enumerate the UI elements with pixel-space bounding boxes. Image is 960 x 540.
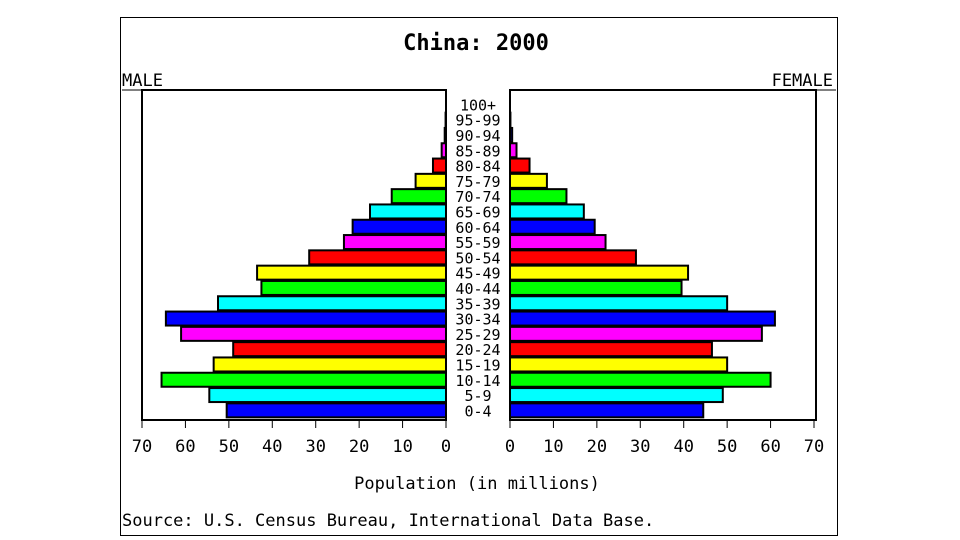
male-bar-5-9 [208,387,447,404]
male-tick-label: 0 [441,437,451,457]
male-bar-90-94 [443,126,448,143]
male-bar-35-39 [217,295,447,312]
female-tick-label: 60 [760,437,780,457]
male-tick-label: 10 [392,437,412,457]
male-bar-10-14 [160,371,448,388]
age-label-100+: 100+ [460,96,496,114]
male-bar-60-64 [351,218,447,235]
age-label-5-9: 5-9 [464,387,491,405]
female-tick-label: 20 [587,437,607,457]
male-bar-15-19 [212,356,447,373]
age-label-25-29: 25-29 [455,326,500,344]
age-label-40-44: 40-44 [455,280,500,298]
female-tick-label: 30 [630,437,650,457]
male-bar-50-54 [308,249,448,266]
male-tick-label: 60 [175,437,195,457]
male-label: MALE [122,71,163,91]
age-label-45-49: 45-49 [455,265,500,283]
male-bar-75-79 [414,172,448,189]
female-bar-15-19 [509,356,729,373]
chart-frame [120,17,838,536]
female-bar-85-89 [509,142,518,159]
female-bar-20-24 [509,341,713,358]
age-label-60-64: 60-64 [455,219,500,237]
female-bar-75-79 [509,172,548,189]
age-label-20-24: 20-24 [455,341,500,359]
female-bar-0-4 [509,402,705,419]
male-bar-65-69 [369,203,447,220]
female-bar-55-59 [509,234,607,251]
female-bar-90-94 [509,126,514,143]
female-bar-40-44 [509,279,683,296]
age-label-0-4: 0-4 [464,402,491,420]
age-label-70-74: 70-74 [455,188,500,206]
male-bar-45-49 [256,264,448,281]
male-bar-25-29 [180,325,447,342]
male-bar-0-4 [225,402,447,419]
female-bar-25-29 [509,325,763,342]
x-axis-label: Population (in millions) [354,474,600,494]
female-bar-65-69 [509,203,585,220]
male-tick-label: 40 [262,437,282,457]
female-tick-label: 40 [673,437,693,457]
age-label-30-34: 30-34 [455,311,500,329]
female-tick-label: 10 [543,437,563,457]
male-bar-30-34 [164,310,447,327]
age-label-35-39: 35-39 [455,295,500,313]
female-label: FEMALE [772,71,833,91]
male-bar-55-59 [342,234,448,251]
male-bar-80-84 [431,157,448,174]
male-tick-label: 20 [349,437,369,457]
age-label-15-19: 15-19 [455,356,500,374]
male-tick-label: 70 [132,437,152,457]
chart-title: China: 2000 [403,31,549,56]
age-label-10-14: 10-14 [455,372,500,390]
age-label-90-94: 90-94 [455,127,500,145]
male-bar-20-24 [232,341,447,358]
age-label-80-84: 80-84 [455,158,500,176]
female-bar-35-39 [509,295,729,312]
age-label-85-89: 85-89 [455,142,500,160]
source-note: Source: U.S. Census Bureau, Internationa… [122,511,654,531]
female-tick-label: 50 [717,437,737,457]
male-tick-label: 30 [305,437,325,457]
age-label-55-59: 55-59 [455,234,500,252]
female-bar-30-34 [509,310,776,327]
age-label-65-69: 65-69 [455,203,500,221]
age-label-75-79: 75-79 [455,173,500,191]
male-bar-85-89 [440,142,447,159]
female-bar-50-54 [509,249,637,266]
female-tick-label: 0 [505,437,515,457]
age-label-95-99: 95-99 [455,112,500,130]
age-label-50-54: 50-54 [455,249,500,267]
female-bar-80-84 [509,157,531,174]
female-bar-10-14 [509,371,772,388]
female-bar-60-64 [509,218,596,235]
female-tick-label: 70 [804,437,824,457]
female-bar-5-9 [509,387,724,404]
male-bar-40-44 [260,279,447,296]
female-bar-45-49 [509,264,690,281]
male-tick-label: 50 [219,437,239,457]
female-bar-70-74 [509,188,568,205]
male-bar-70-74 [390,188,448,205]
